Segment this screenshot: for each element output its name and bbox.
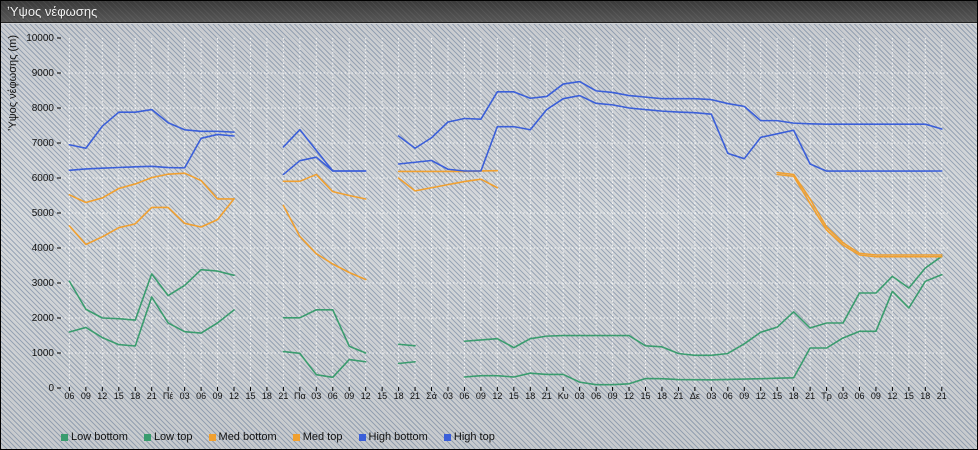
svg-text:03: 03 (443, 391, 453, 401)
svg-text:5000: 5000 (32, 208, 55, 219)
svg-text:8000: 8000 (32, 103, 55, 114)
svg-text:12: 12 (887, 391, 897, 401)
svg-text:06: 06 (854, 391, 864, 401)
svg-text:3000: 3000 (32, 278, 55, 289)
svg-text:21: 21 (673, 391, 683, 401)
svg-text:Κυ: Κυ (558, 391, 569, 401)
svg-text:21: 21 (278, 391, 288, 401)
svg-text:15: 15 (377, 391, 387, 401)
svg-text:06: 06 (196, 391, 206, 401)
svg-text:21: 21 (147, 391, 157, 401)
svg-text:06: 06 (64, 391, 74, 401)
svg-text:12: 12 (361, 391, 371, 401)
svg-text:21: 21 (805, 391, 815, 401)
svg-text:18: 18 (789, 391, 799, 401)
svg-text:15: 15 (509, 391, 519, 401)
svg-text:03: 03 (575, 391, 585, 401)
svg-text:03: 03 (311, 391, 321, 401)
svg-text:21: 21 (410, 391, 420, 401)
svg-text:15: 15 (904, 391, 914, 401)
svg-text:15: 15 (772, 391, 782, 401)
svg-text:09: 09 (476, 391, 486, 401)
svg-text:6000: 6000 (32, 173, 55, 184)
svg-text:4000: 4000 (32, 243, 55, 254)
svg-text:10000: 10000 (26, 33, 54, 44)
svg-text:9000: 9000 (32, 68, 55, 79)
svg-text:03: 03 (180, 391, 190, 401)
svg-text:06: 06 (459, 391, 469, 401)
svg-text:12: 12 (624, 391, 634, 401)
svg-text:Δε: Δε (690, 391, 700, 401)
svg-text:09: 09 (344, 391, 354, 401)
svg-text:Τρ: Τρ (821, 391, 832, 401)
svg-text:18: 18 (130, 391, 140, 401)
svg-text:12: 12 (492, 391, 502, 401)
svg-text:18: 18 (525, 391, 535, 401)
svg-text:12: 12 (756, 391, 766, 401)
svg-text:21: 21 (937, 391, 947, 401)
svg-text:18: 18 (920, 391, 930, 401)
svg-text:18: 18 (394, 391, 404, 401)
svg-text:15: 15 (640, 391, 650, 401)
svg-text:09: 09 (81, 391, 91, 401)
svg-text:2000: 2000 (32, 313, 55, 324)
svg-text:12: 12 (229, 391, 239, 401)
svg-text:Πέ: Πέ (163, 391, 174, 401)
svg-text:21: 21 (542, 391, 552, 401)
svg-text:09: 09 (213, 391, 223, 401)
svg-text:0: 0 (48, 383, 54, 394)
svg-text:Πα: Πα (294, 391, 306, 401)
svg-text:09: 09 (739, 391, 749, 401)
svg-text:06: 06 (591, 391, 601, 401)
svg-text:7000: 7000 (32, 138, 55, 149)
svg-text:Σά: Σά (426, 391, 437, 401)
svg-text:03: 03 (706, 391, 716, 401)
svg-text:12: 12 (97, 391, 107, 401)
svg-text:18: 18 (657, 391, 667, 401)
svg-text:18: 18 (262, 391, 272, 401)
svg-text:09: 09 (871, 391, 881, 401)
svg-text:15: 15 (114, 391, 124, 401)
svg-text:06: 06 (328, 391, 338, 401)
svg-text:15: 15 (245, 391, 255, 401)
svg-text:1000: 1000 (32, 348, 55, 359)
svg-text:03: 03 (838, 391, 848, 401)
svg-text:09: 09 (608, 391, 618, 401)
svg-text:06: 06 (723, 391, 733, 401)
